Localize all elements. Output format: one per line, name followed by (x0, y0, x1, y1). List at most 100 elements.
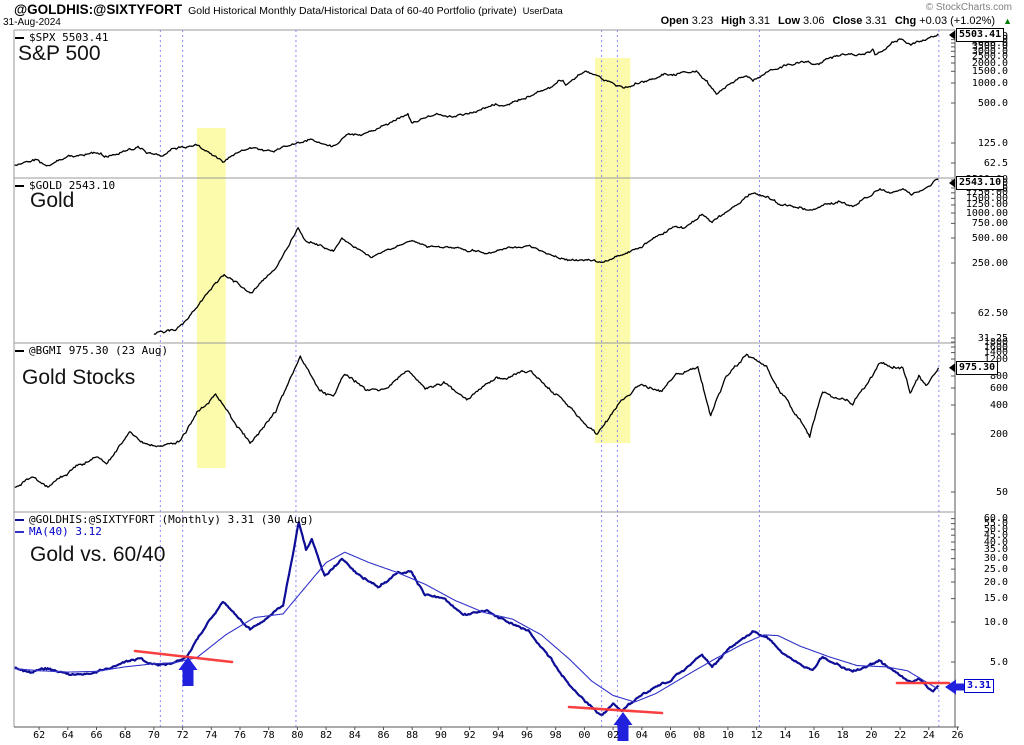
price-box-notch-icon (949, 363, 955, 373)
spx-line-swatch (15, 36, 24, 39)
x-tick-label: 82 (320, 730, 333, 741)
chg-value: +0.03 (+1.02%) (919, 15, 996, 27)
blue-left-arrow-icon (945, 679, 966, 695)
series-bgmi-0 (14, 353, 940, 488)
x-tick-label: 88 (406, 730, 419, 741)
y-tick-label-bgmi: 1800 (983, 336, 1008, 348)
y-tick-label-ratio: 25.0 (983, 563, 1008, 575)
x-tick-label: 74 (205, 730, 218, 741)
low-value: 3.06 (803, 15, 825, 27)
y-tick-label-ratio: 10.0 (983, 616, 1008, 628)
stockcharts-copyright: © StockCharts.com (925, 2, 1012, 13)
y-tick-label-spx: 4000.0 (971, 37, 1008, 49)
x-tick-label: 24 (922, 730, 935, 741)
x-tick-label: 70 (147, 730, 160, 741)
last-price-box-bgmi: 975.30 (956, 360, 999, 375)
x-tick-label: 94 (492, 730, 505, 741)
x-tick-label: 22 (894, 730, 907, 741)
x-tick-label: 20 (865, 730, 878, 741)
ratio-ma-swatch (15, 530, 24, 533)
series-gold-0 (153, 178, 939, 335)
x-tick-label: 26 (951, 730, 964, 741)
x-tick-label: 02 (607, 730, 620, 741)
x-tick-label: 80 (291, 730, 304, 741)
y-tick-label-bgmi: 400 (989, 399, 1008, 411)
series-ratio-0 (14, 521, 940, 716)
open-label: Open (660, 15, 689, 27)
price-box-notch-icon (949, 30, 955, 40)
y-tick-label-bgmi: 50 (995, 486, 1008, 498)
symbol-title: @GOLDHIS:@SIXTYFORT (14, 2, 183, 17)
series-spx-0 (14, 33, 939, 167)
x-tick-label: 66 (90, 730, 103, 741)
x-tick-label: 84 (348, 730, 361, 741)
red-trendline-1 (133, 649, 234, 664)
highlight-band-2 (595, 58, 631, 443)
bgmi-line-swatch (15, 349, 24, 352)
y-tick-label-spx: 2000.0 (971, 57, 1008, 69)
panel-title-gold: Gold (30, 189, 75, 212)
x-tick-label: 16 (807, 730, 821, 741)
y-tick-label-ratio: 15.0 (983, 593, 1008, 605)
price-box-notch-icon (949, 178, 955, 188)
gold-line-swatch (15, 184, 24, 187)
y-tick-label-gold: 1750.00 (965, 187, 1008, 199)
legend-gold-text: $GOLD 2543.10 (29, 179, 116, 192)
high-value: 3.31 (748, 15, 771, 27)
y-tick-label-ratio: 55.0 (983, 518, 1008, 530)
y-tick-label-bgmi: 1400 (983, 347, 1008, 359)
chart-date: 31-Aug-2024 (3, 17, 61, 28)
legend-spx-text: $SPX 5503.41 (29, 31, 109, 44)
legend-ratio-ma-text: MA(40) 3.12 (29, 525, 102, 538)
change-up-icon: ▲ (1003, 16, 1012, 26)
y-tick-label-gold: 500.00 (971, 232, 1008, 244)
panel-title-bgmi: Gold Stocks (22, 366, 136, 389)
y-tick-label-ratio: 30.0 (983, 553, 1008, 565)
chart-header: @GOLDHIS:@SIXTYFORT Gold Historical Mont… (14, 2, 563, 17)
x-tick-label: 08 (693, 730, 706, 741)
legend-gold: $GOLD 2543.10 (15, 179, 115, 192)
y-tick-label-gold: 31.25 (977, 332, 1008, 344)
y-tick-label-spx: 2500.0 (971, 51, 1008, 63)
y-tick-label-spx: 1000.0 (971, 77, 1008, 89)
panel-title-ratio: Gold vs. 60/40 (30, 543, 166, 566)
x-tick-label: 86 (377, 730, 390, 741)
x-tick-label: 18 (836, 730, 849, 741)
x-tick-label: 72 (176, 730, 189, 741)
panel-title-spx: S&P 500 (18, 42, 101, 65)
legend-ratio-main: @GOLDHIS:@SIXTYFORT (Monthly) 3.31 (30 A… (15, 513, 314, 526)
x-tick-label: 78 (262, 730, 275, 741)
x-tick-label: 68 (119, 730, 132, 741)
red-trendline-2 (567, 705, 664, 715)
x-tick-label: 76 (233, 730, 247, 741)
x-tick-label: 92 (463, 730, 476, 741)
y-tick-label-ratio: 5.0 (989, 656, 1008, 668)
low-label: Low (778, 15, 801, 27)
blue-up-arrow-icon (613, 712, 633, 741)
y-tick-label-ratio: 35.0 (983, 544, 1008, 556)
x-tick-label: 00 (578, 730, 591, 741)
y-tick-label-ratio: 20.0 (983, 576, 1008, 588)
workbench-tag: UserData (522, 6, 563, 17)
y-tick-label-ratio: 50.0 (983, 523, 1008, 535)
highlight-band-1 (196, 128, 226, 468)
y-tick-label-gold: 1250.00 (965, 199, 1008, 211)
last-price-box-gold: 2543.10 (956, 176, 1005, 190)
x-tick-label: 10 (721, 730, 734, 741)
chg-label: Chg (894, 15, 917, 27)
y-tick-label-bgmi: 1200 (983, 353, 1008, 365)
y-tick-label-gold: 1000.00 (965, 207, 1008, 219)
y-tick-label-gold: 62.50 (977, 307, 1008, 319)
x-tick-label: 98 (549, 730, 562, 741)
close-label: Close (832, 15, 863, 27)
y-tick-label-spx: 62.5 (983, 157, 1008, 169)
y-tick-label-spx: 125.0 (977, 137, 1008, 149)
blue-up-arrow-icon (178, 657, 198, 686)
y-tick-label-gold: 1500.00 (965, 192, 1008, 204)
ohlc-quote-row: Open 3.23 High 3.31 Low 3.06 Close 3.31 Chg +0.03… (661, 15, 1012, 27)
ratio-line-swatch (15, 518, 24, 521)
x-tick-label: 62 (33, 730, 46, 741)
y-tick-label-gold: 750.00 (971, 217, 1008, 229)
